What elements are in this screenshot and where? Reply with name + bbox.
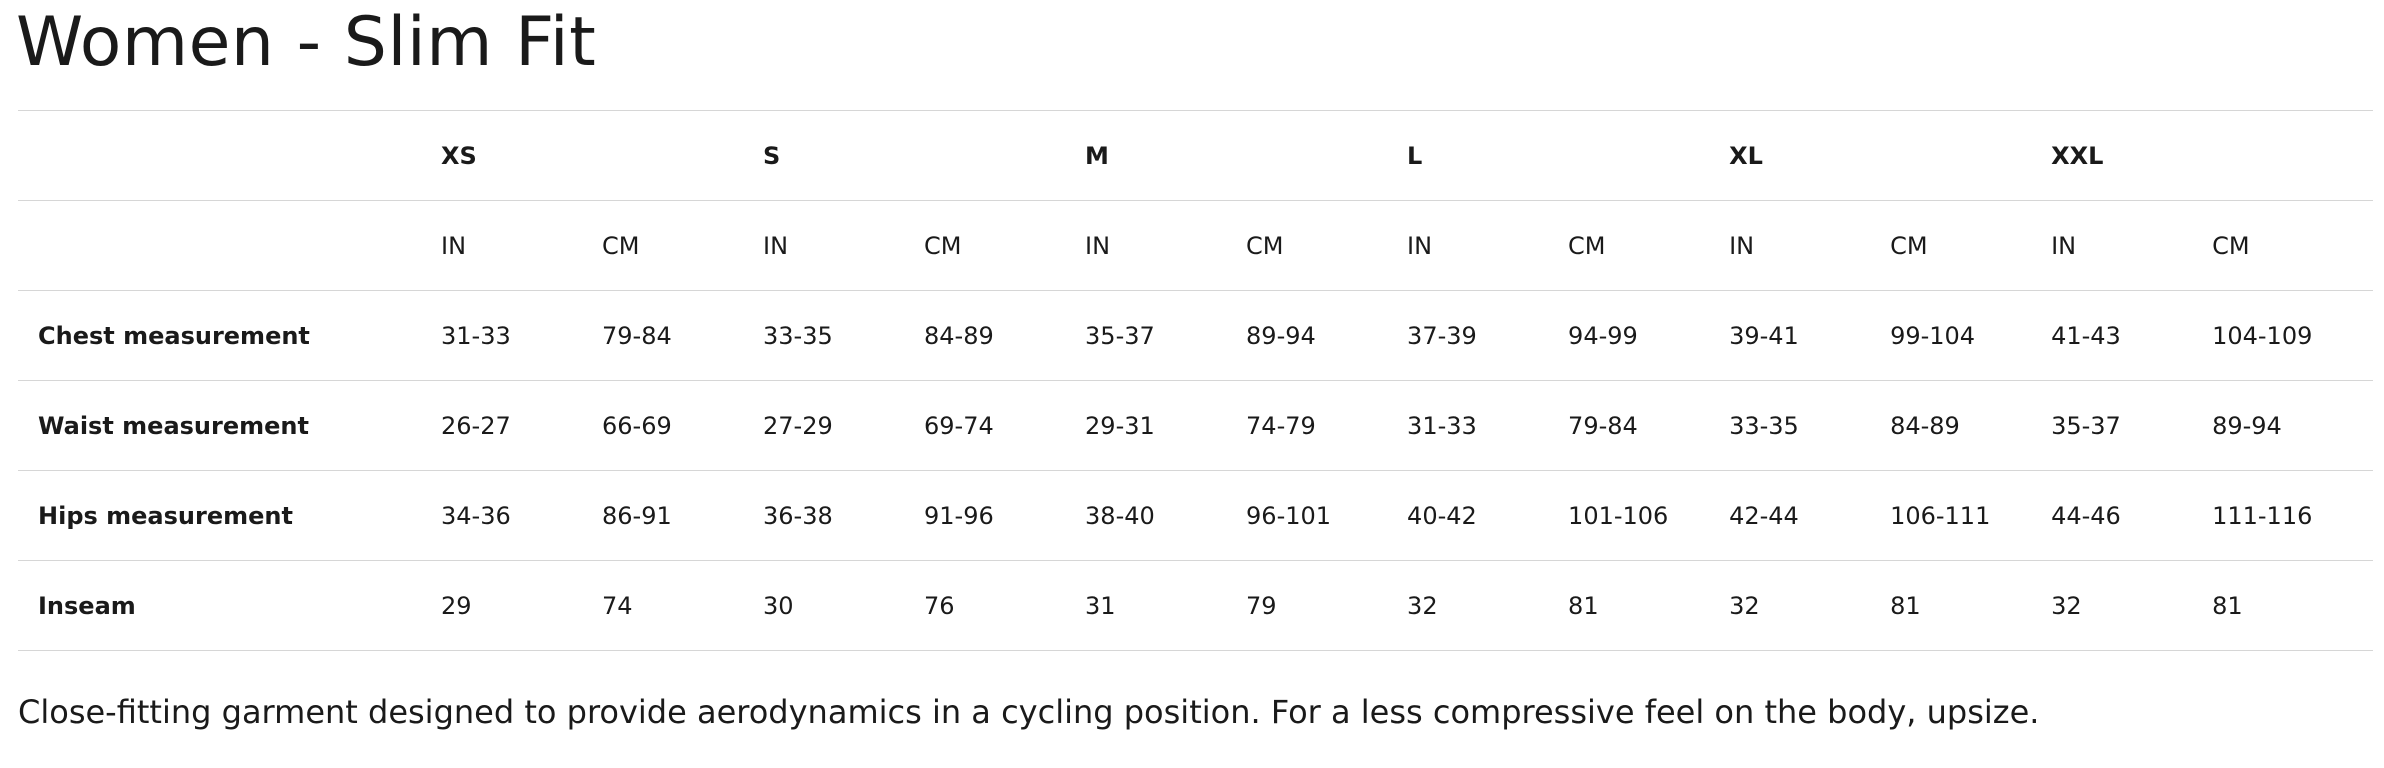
measurement-cell: 41-43: [2051, 290, 2213, 381]
size-header: XS: [441, 110, 764, 201]
row-label: Chest measurement: [18, 290, 441, 381]
unit-header: CM: [1246, 200, 1408, 291]
unit-header: IN: [441, 200, 602, 291]
measurement-cell: 81: [1890, 560, 2052, 651]
measurement-cell: 91-96: [924, 470, 1086, 561]
measurement-cell: 101-106: [1568, 470, 1730, 561]
measurement-cell: 29: [441, 560, 602, 651]
measurement-cell: 89-94: [2212, 380, 2374, 471]
measurement-cell: 35-37: [2051, 380, 2213, 471]
measurement-cell: 111-116: [2212, 470, 2374, 561]
measurement-row: Inseam 29 74 30 76 31 79 32 81 32 81 32 81: [18, 560, 2374, 651]
unit-header: IN: [1085, 200, 1247, 291]
measurement-cell: 44-46: [2051, 470, 2213, 561]
measurement-cell: 37-39: [1407, 290, 1569, 381]
measurement-cell: 33-35: [763, 290, 925, 381]
measurement-cell: 26-27: [441, 380, 602, 471]
measurement-row: Waist measurement 26-27 66-69 27-29 69-74 29-…: [18, 380, 2374, 471]
measurement-cell: 32: [2051, 560, 2213, 651]
measurement-cell: 84-89: [924, 290, 1086, 381]
measurement-cell: 96-101: [1246, 470, 1408, 561]
measurement-cell: 94-99: [1568, 290, 1730, 381]
measurement-cell: 31-33: [1407, 380, 1569, 471]
measurement-cell: 40-42: [1407, 470, 1569, 561]
measurement-cell: 89-94: [1246, 290, 1408, 381]
unit-header: CM: [1568, 200, 1730, 291]
size-header: XL: [1729, 110, 2052, 201]
size-table: XS S M L XL XXL IN CM IN CM IN CM IN CM IN CM IN CM Chest …: [18, 110, 2374, 651]
measurement-cell: 74-79: [1246, 380, 1408, 471]
unit-header: CM: [602, 200, 764, 291]
measurement-cell: 38-40: [1085, 470, 1247, 561]
unit-header: CM: [1890, 200, 2052, 291]
measurement-cell: 35-37: [1085, 290, 1247, 381]
measurement-cell: 29-31: [1085, 380, 1247, 471]
measurement-cell: 31: [1085, 560, 1247, 651]
unit-header: CM: [2212, 200, 2374, 291]
measurement-cell: 79: [1246, 560, 1408, 651]
measurement-cell: 32: [1407, 560, 1569, 651]
measurement-cell: 36-38: [763, 470, 925, 561]
empty-cell: [18, 110, 441, 201]
unit-header: IN: [763, 200, 925, 291]
unit-header: CM: [924, 200, 1086, 291]
measurement-cell: 39-41: [1729, 290, 1891, 381]
measurement-cell: 99-104: [1890, 290, 2052, 381]
measurement-cell: 69-74: [924, 380, 1086, 471]
measurement-cell: 32: [1729, 560, 1891, 651]
unit-row: IN CM IN CM IN CM IN CM IN CM IN CM: [18, 200, 2374, 291]
row-label: Waist measurement: [18, 380, 441, 471]
measurement-cell: 30: [763, 560, 925, 651]
empty-cell: [18, 200, 441, 291]
measurement-cell: 81: [1568, 560, 1730, 651]
fit-note: Close-fitting garment designed to provid…: [18, 693, 2040, 731]
measurement-cell: 106-111: [1890, 470, 2052, 561]
measurement-cell: 81: [2212, 560, 2374, 651]
measurement-row: Hips measurement 34-36 86-91 36-38 91-96 38-4…: [18, 470, 2374, 561]
measurement-cell: 33-35: [1729, 380, 1891, 471]
size-header: S: [763, 110, 1086, 201]
measurement-cell: 104-109: [2212, 290, 2374, 381]
unit-header: IN: [2051, 200, 2213, 291]
measurement-cell: 79-84: [602, 290, 764, 381]
measurement-cell: 74: [602, 560, 764, 651]
measurement-cell: 34-36: [441, 470, 602, 561]
unit-header: IN: [1407, 200, 1569, 291]
page-title: Women - Slim Fit: [16, 3, 597, 82]
measurement-cell: 79-84: [1568, 380, 1730, 471]
row-label: Inseam: [18, 560, 441, 651]
size-header: L: [1407, 110, 1730, 201]
measurement-cell: 66-69: [602, 380, 764, 471]
size-header: XXL: [2051, 110, 2374, 201]
measurement-cell: 84-89: [1890, 380, 2052, 471]
row-label: Hips measurement: [18, 470, 441, 561]
measurement-cell: 76: [924, 560, 1086, 651]
measurement-cell: 27-29: [763, 380, 925, 471]
measurement-cell: 42-44: [1729, 470, 1891, 561]
unit-header: IN: [1729, 200, 1891, 291]
measurement-row: Chest measurement 31-33 79-84 33-35 84-89 35-…: [18, 290, 2374, 381]
measurement-cell: 86-91: [602, 470, 764, 561]
size-row: XS S M L XL XXL: [18, 110, 2374, 201]
size-header: M: [1085, 110, 1408, 201]
measurement-cell: 31-33: [441, 290, 602, 381]
